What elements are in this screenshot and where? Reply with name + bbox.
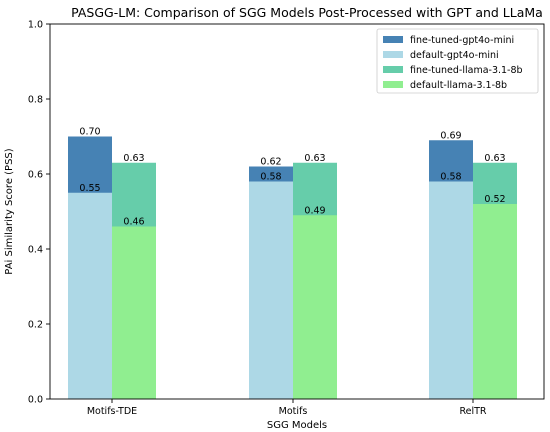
data-label-fine-tuned-gpt4o-mini-reltr: 0.69 [440,130,461,141]
data-label-default-llama-3-1-8b-motifs-tde: 0.46 [123,217,144,228]
y-tick-label: 0.8 [28,95,43,106]
data-labels: 0.70 0.62 0.69 0.55 0.58 0.58 0.63 0.63 0.63 0.46… [79,127,505,228]
data-label-fine-tuned-gpt4o-mini-motifs: 0.62 [260,157,281,168]
legend-swatch-fine-tuned-llama-3-1-8b [383,66,403,73]
legend-label-fine-tuned-gpt4o-mini: fine-tuned-gpt4o-mini [410,35,514,46]
legend-label-default-gpt4o-mini: default-gpt4o-mini [410,50,499,61]
bar-default-llama-3-1-8b-reltr [473,204,517,399]
data-label-default-gpt4o-mini-motifs-tde: 0.55 [79,183,100,194]
data-label-default-llama-3-1-8b-motifs: 0.49 [304,205,325,216]
y-tick-label: 0.4 [28,245,43,256]
y-tick-label: 0.0 [28,395,43,406]
bar-default-llama-3-1-8b-motifs-tde [112,226,156,399]
legend-label-default-llama-3-1-8b: default-llama-3.1-8b [410,80,507,91]
legend-frame [376,28,539,94]
bar-default-llama-3-1-8b-motifs [293,215,337,399]
legend-swatch-default-gpt4o-mini [383,51,403,58]
y-tick-label: 0.6 [28,170,43,181]
legend-swatch-default-llama-3-1-8b [383,81,403,88]
data-label-default-llama-3-1-8b-reltr: 0.52 [484,194,505,205]
chart-title: PASGG-LM: Comparison of SGG Models Post-… [71,5,543,20]
y-tick-label: 1.0 [28,20,43,31]
bars-group [68,136,517,399]
data-label-fine-tuned-llama-3-1-8b-motifs: 0.63 [304,153,325,164]
legend-swatch-fine-tuned-gpt4o-mini [383,36,403,43]
bar-default-gpt4o-mini-reltr [429,181,473,399]
legend-label-fine-tuned-llama-3-1-8b: fine-tuned-llama-3.1-8b [410,65,523,76]
data-label-fine-tuned-llama-3-1-8b-reltr: 0.63 [484,153,505,164]
x-tick-label-motifs: Motifs [279,406,308,417]
data-label-fine-tuned-llama-3-1-8b-motifs-tde: 0.63 [123,153,144,164]
bar-default-gpt4o-mini-motifs [249,181,293,399]
x-tick-label-reltr: RelTR [459,406,486,417]
legend: fine-tuned-gpt4o-mini default-gpt4o-mini f… [376,28,539,94]
data-label-default-gpt4o-mini-motifs: 0.58 [260,172,281,183]
x-axis-label: SGG Models [267,420,327,431]
axis-ticks: 0.0 0.2 0.4 0.6 0.8 1.0 Motifs-TDE Motifs RelTR [28,20,487,418]
data-label-fine-tuned-gpt4o-mini-motifs-tde: 0.70 [79,127,100,138]
y-axis-label: PAi Similarity Score (PSS) [4,148,15,274]
data-label-default-gpt4o-mini-reltr: 0.58 [440,172,461,183]
bar-default-gpt4o-mini-motifs-tde [68,192,112,399]
plot-frame [49,23,545,400]
x-tick-label-motifs-tde: Motifs-TDE [87,406,137,417]
y-tick-label: 0.2 [28,320,43,331]
